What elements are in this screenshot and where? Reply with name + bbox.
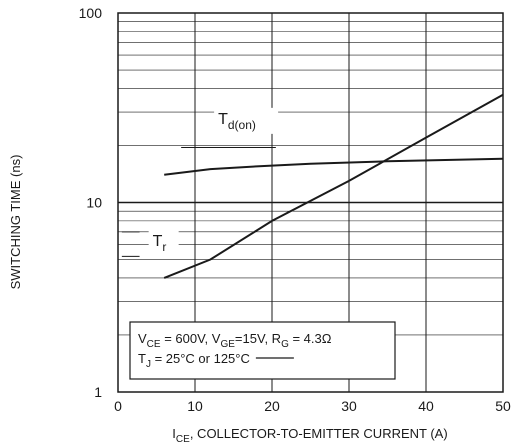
conditions-box-frame <box>129 321 396 380</box>
x-tick-label-40: 40 <box>418 398 434 414</box>
series-line-r <box>163 93 504 279</box>
series-label-r: Tr <box>153 233 167 254</box>
y-tick-label-10: 10 <box>86 195 102 211</box>
conditions-line-1-part: V <box>138 331 147 346</box>
conditions-line-2-part: T <box>138 351 146 366</box>
conditions-line-1-part: GE <box>220 339 235 350</box>
conditions-line-1-part: =15V, R <box>235 331 281 346</box>
series-label-mask-d(on) <box>214 107 279 134</box>
x-tick-label-50: 50 <box>495 398 511 414</box>
x-tick-label-10: 10 <box>187 398 203 414</box>
series-labels: Td(on)Tr <box>121 107 279 257</box>
series-label-sub: d(on) <box>228 118 256 132</box>
conditions-line-1-part: = 4.3Ω <box>289 331 332 346</box>
conditions-line-1-part: = 600V, V <box>161 331 221 346</box>
conditions-line-2: TJ = 25°C or 125°C <box>138 351 250 370</box>
conditions-line-1-part: CE <box>147 339 161 350</box>
x-tick-label-0: 0 <box>114 398 122 414</box>
series-label-mask-r <box>148 229 179 256</box>
series-label-main: T <box>153 233 163 250</box>
x-tick-label-30: 30 <box>341 398 357 414</box>
series-label-d(on): Td(on) <box>218 111 256 132</box>
conditions-line-2-part: = 25°C or 125°C <box>151 351 250 366</box>
series-line-d(on) <box>164 157 504 176</box>
x-axis-label-rest: , COLLECTOR-TO-EMITTER CURRENT (A) <box>190 426 448 441</box>
conditions-line-2-part: J <box>146 359 151 370</box>
series <box>163 93 504 279</box>
series-label-sub: r <box>162 240 166 254</box>
y-tick-label-100: 100 <box>79 5 103 21</box>
x-axis-label-main: I <box>172 426 176 441</box>
conditions-line-1: VCE = 600V, VGE=15V, RG = 4.3Ω <box>138 331 332 350</box>
grid <box>118 13 503 392</box>
x-axis-label-sub: CE <box>176 434 190 444</box>
conditions-line-1-part: G <box>281 339 289 350</box>
series-label-main: T <box>218 111 228 128</box>
y-tick-label-1: 1 <box>94 384 102 400</box>
x-axis-label: ICE, COLLECTOR-TO-EMITTER CURRENT (A) <box>172 426 447 444</box>
x-tick-label-20: 20 <box>264 398 280 414</box>
y-axis-label: SWITCHING TIME (ns) <box>8 155 23 290</box>
axis-ticks: 0 10 20 30 40 50 1 10 100 <box>79 5 511 414</box>
plot-frame <box>117 12 504 393</box>
